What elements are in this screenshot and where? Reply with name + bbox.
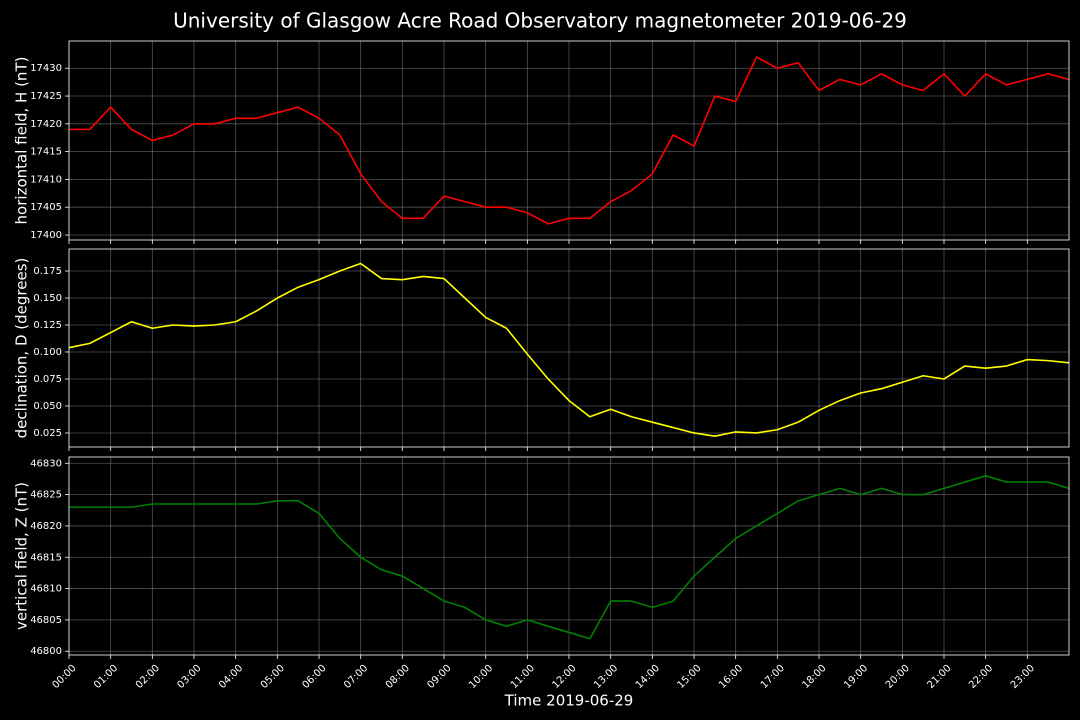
y-tick-label: 0.175 bbox=[33, 266, 62, 277]
y-tick-label: 0.050 bbox=[33, 401, 62, 412]
chart-title: University of Glasgow Acre Road Observat… bbox=[173, 9, 907, 33]
y-tick-label: 0.150 bbox=[33, 293, 62, 304]
axes-frame bbox=[68, 456, 1070, 656]
y-tick-label: 17410 bbox=[30, 174, 62, 185]
y-tick-label: 17400 bbox=[30, 230, 62, 241]
y-tick-label: 0.125 bbox=[33, 320, 62, 331]
y-tick-label: 46815 bbox=[30, 552, 62, 563]
y-axis-label: declination, D (degrees) bbox=[13, 258, 31, 439]
y-tick-label: 46825 bbox=[30, 490, 62, 501]
y-tick-label: 46820 bbox=[30, 521, 62, 532]
data-line bbox=[69, 475, 1070, 640]
y-tick-label: 46805 bbox=[30, 615, 62, 626]
y-tick-label: 17415 bbox=[30, 147, 62, 158]
data-line bbox=[68, 262, 1070, 437]
y-axis-label: vertical field, Z (nT) bbox=[13, 482, 31, 630]
y-tick-label: 0.025 bbox=[33, 428, 62, 439]
y-tick-label: 17425 bbox=[30, 91, 62, 102]
axes-frame bbox=[68, 248, 1070, 448]
y-tick-label: 46800 bbox=[30, 646, 62, 657]
data-line bbox=[69, 56, 1070, 225]
y-tick-label: 17430 bbox=[30, 63, 62, 74]
y-tick-label: 0.075 bbox=[33, 374, 62, 385]
y-axis-label: horizontal field, H (nT) bbox=[13, 57, 31, 225]
y-tick-label: 0.100 bbox=[33, 347, 62, 358]
y-tick-label: 46830 bbox=[30, 458, 62, 469]
axes-frame bbox=[68, 40, 1070, 241]
y-tick-label: 46810 bbox=[30, 584, 62, 595]
x-axis-label: Time 2019-06-29 bbox=[504, 692, 634, 710]
y-tick-label: 17405 bbox=[30, 202, 62, 213]
y-tick-label: 17420 bbox=[30, 119, 62, 130]
